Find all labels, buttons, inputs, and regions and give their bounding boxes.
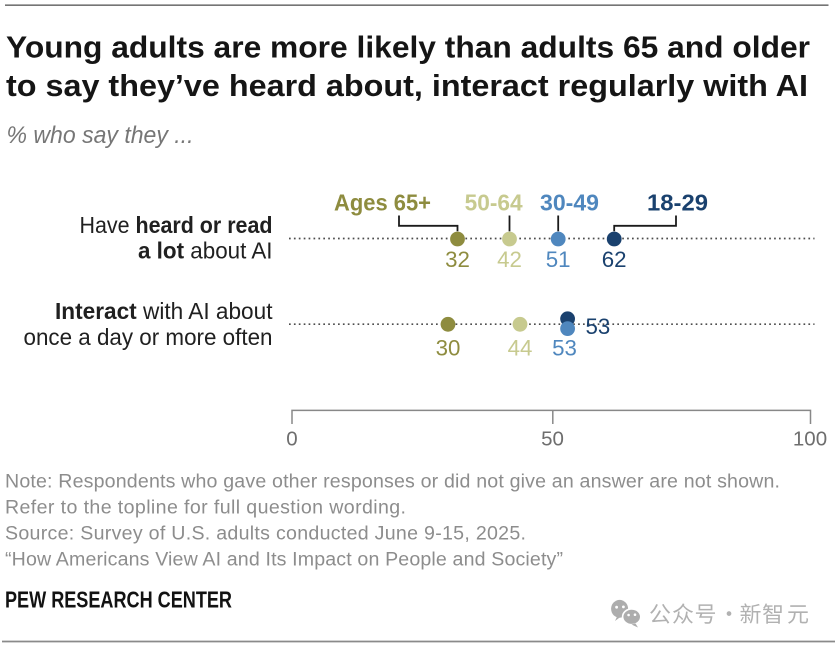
svg-text:Ages 65+: Ages 65+ (334, 190, 431, 216)
svg-text:30: 30 (436, 336, 461, 361)
svg-text:Have heard or read: Have heard or read (80, 212, 273, 238)
svg-text:PEW RESEARCH CENTER: PEW RESEARCH CENTER (5, 587, 232, 613)
svg-text:“How Americans View AI and Its: “How Americans View AI and Its Impact on… (5, 548, 563, 570)
svg-text:once a day or more often: once a day or more often (24, 324, 273, 350)
svg-text:53: 53 (586, 314, 611, 339)
svg-text:Source: Survey of U.S. adults: Source: Survey of U.S. adults conducted … (5, 523, 526, 545)
svg-text:50: 50 (541, 427, 564, 450)
svg-text:18-29: 18-29 (647, 190, 708, 216)
svg-text:42: 42 (497, 247, 522, 272)
svg-text:53: 53 (552, 336, 577, 361)
svg-text:100: 100 (793, 427, 827, 450)
svg-text:% who say they ...: % who say they ... (7, 122, 194, 149)
svg-text:Interact with AI about: Interact with AI about (55, 298, 273, 324)
svg-text:to say they’ve heard about, in: to say they’ve heard about, interact reg… (6, 69, 808, 103)
svg-text:0: 0 (286, 427, 297, 450)
svg-text:51: 51 (546, 247, 571, 272)
svg-text:Young adults are more likely t: Young adults are more likely than adults… (6, 30, 810, 64)
svg-text:Note: Respondents who gave oth: Note: Respondents who gave other respons… (5, 471, 780, 493)
svg-text:50-64: 50-64 (465, 190, 523, 216)
svg-text:32: 32 (445, 247, 470, 272)
svg-text:30-49: 30-49 (540, 190, 599, 216)
svg-text:44: 44 (508, 336, 533, 361)
svg-text:a lot about AI: a lot about AI (138, 238, 273, 264)
svg-text:Refer to the topline for full: Refer to the topline for full question w… (5, 497, 406, 519)
svg-text:62: 62 (602, 247, 627, 272)
